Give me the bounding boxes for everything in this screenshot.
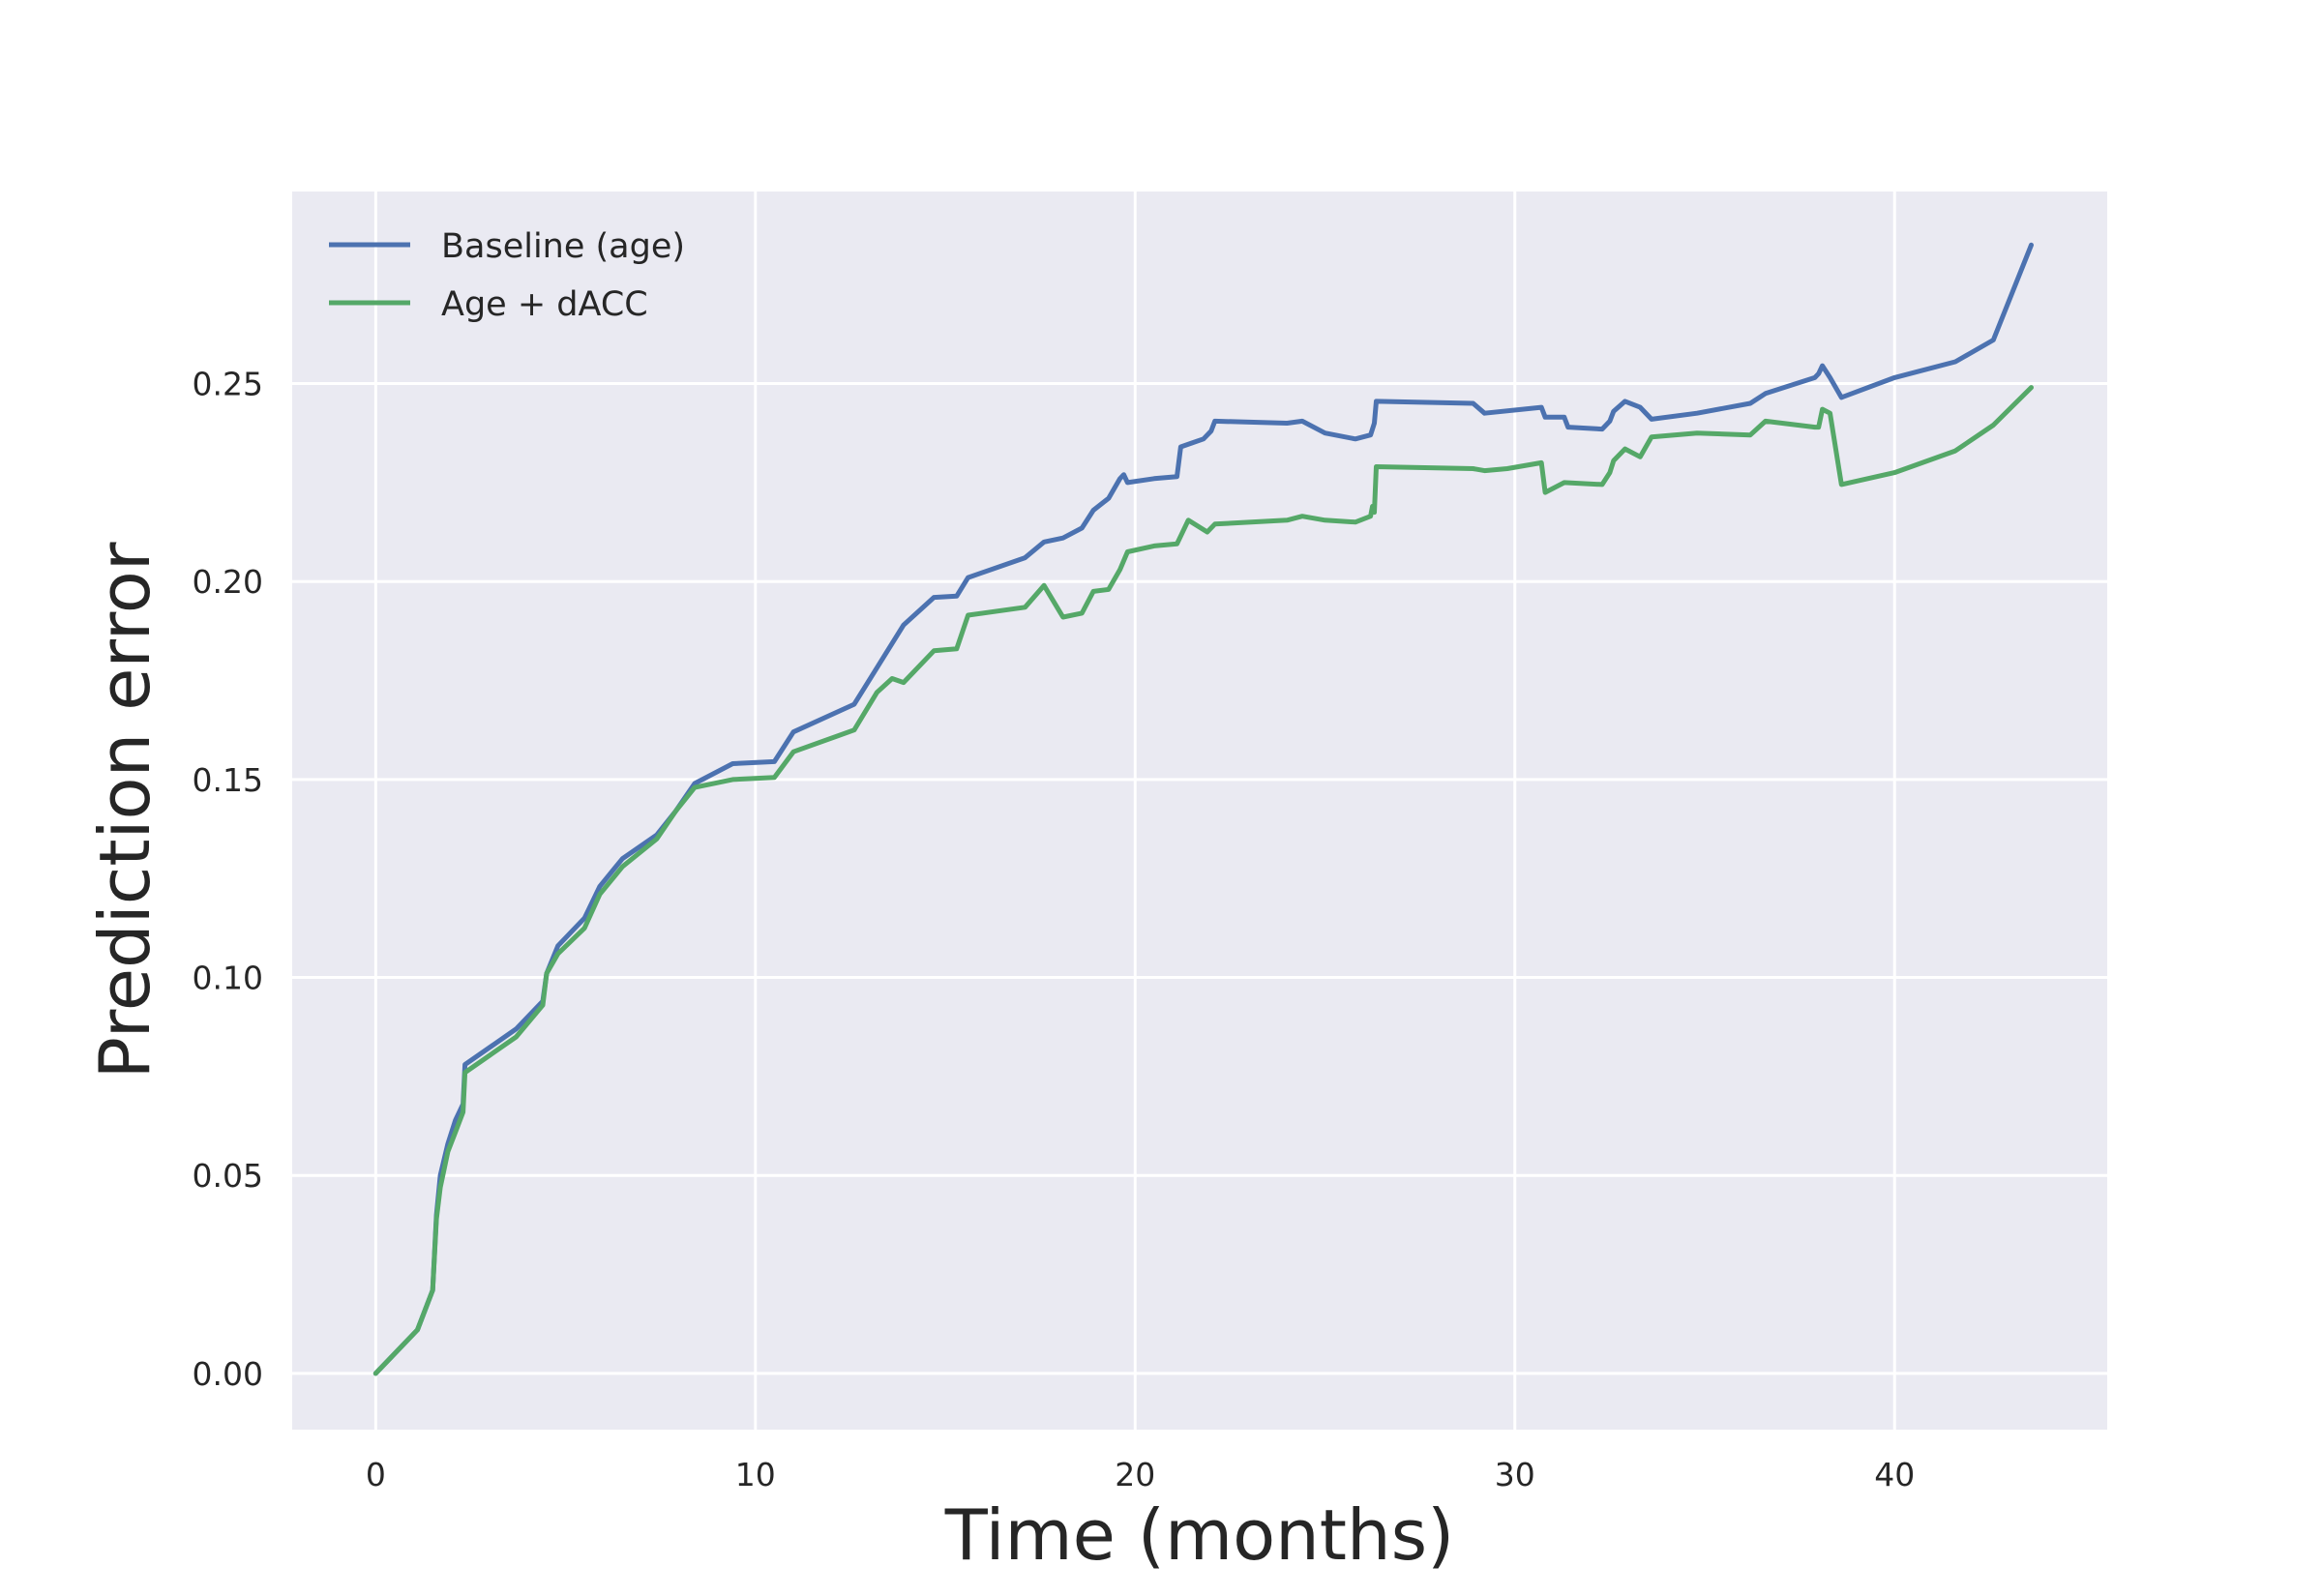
plot-background [292,192,2107,1430]
y-tick-label: 0.05 [193,1157,263,1195]
x-axis-ticks: 0 10 20 30 40 [366,1456,1915,1493]
x-tick-label: 0 [366,1456,386,1493]
y-tick-label: 0.15 [193,761,263,799]
y-tick-label: 0.00 [193,1355,263,1393]
x-tick-label: 30 [1495,1456,1535,1493]
x-tick-label: 10 [735,1456,776,1493]
series-line-baseline [372,242,2034,1376]
x-tick-label: 20 [1115,1456,1155,1493]
x-tick-label: 40 [1874,1456,1915,1493]
y-axis-ticks: 0.00 0.05 0.10 0.15 0.20 0.25 [193,366,263,1393]
y-tick-label: 0.20 [193,563,263,601]
gridlines [292,192,2107,1430]
series-line-age-dacc [372,385,2034,1376]
x-axis-title: Time (months) [944,1494,1454,1576]
legend-label-baseline: Baseline (age) [441,227,685,266]
legend-label-age-dacc: Age + dACC [441,285,648,324]
y-tick-label: 0.25 [193,366,263,403]
series-layer [372,242,2034,1376]
legend: Baseline (age) Age + dACC [329,227,685,324]
y-tick-label: 0.10 [193,960,263,997]
y-axis-title: Prediction error [84,542,165,1079]
